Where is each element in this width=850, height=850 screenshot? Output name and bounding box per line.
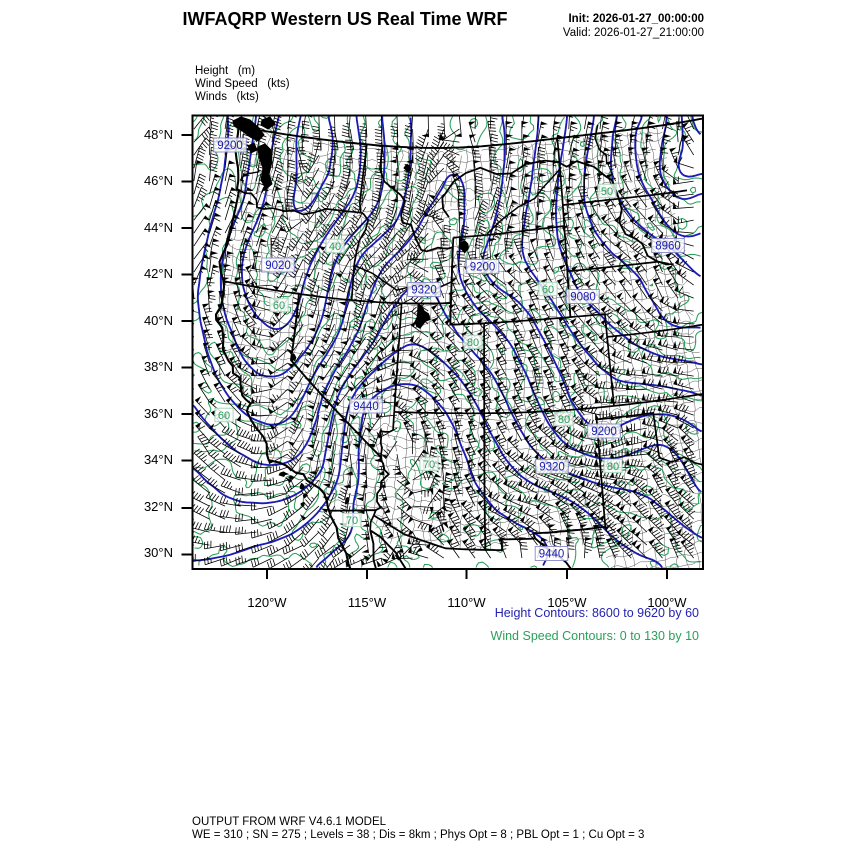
svg-text:70: 70 xyxy=(346,515,358,527)
svg-text:8960: 8960 xyxy=(655,241,681,253)
svg-text:9200: 9200 xyxy=(217,140,243,152)
svg-text:60: 60 xyxy=(273,300,285,312)
svg-text:60: 60 xyxy=(542,284,554,296)
svg-text:80: 80 xyxy=(558,414,570,426)
svg-text:80: 80 xyxy=(467,337,479,349)
svg-text:60: 60 xyxy=(218,410,230,422)
svg-text:50: 50 xyxy=(601,186,613,198)
svg-text:9200: 9200 xyxy=(591,426,617,438)
svg-text:9440: 9440 xyxy=(353,401,379,413)
svg-text:9440: 9440 xyxy=(539,549,565,561)
svg-text:9020: 9020 xyxy=(265,260,291,272)
svg-text:9080: 9080 xyxy=(570,292,596,304)
svg-text:9200: 9200 xyxy=(470,262,496,274)
svg-text:70: 70 xyxy=(423,459,435,471)
svg-text:9320: 9320 xyxy=(539,462,565,474)
svg-text:9320: 9320 xyxy=(411,285,437,297)
svg-text:80: 80 xyxy=(607,461,619,473)
svg-text:40: 40 xyxy=(329,241,341,253)
